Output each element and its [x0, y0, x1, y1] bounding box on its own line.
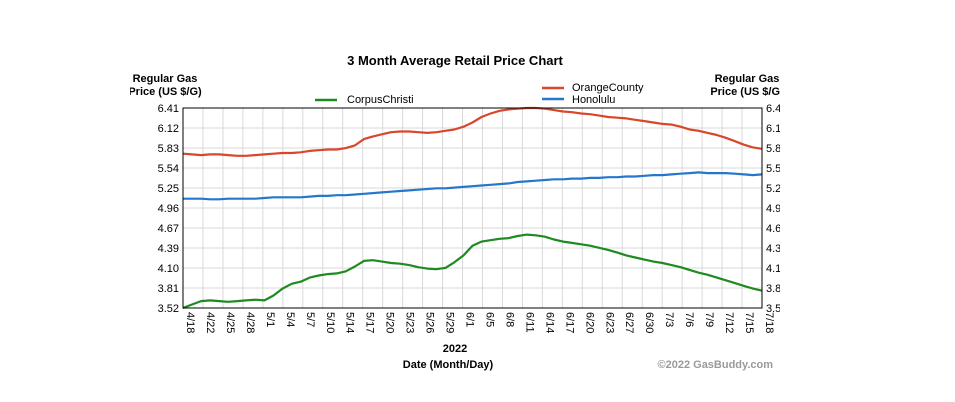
y-axis-right: 3.52 3.81 4.10 4.39 4.67 4.96 5.25 5.54 5.83 6.12… [766, 103, 780, 315]
x-tick-label: 5/17 [364, 312, 376, 333]
x-tick-label: 7/18 [763, 312, 775, 333]
x-tick-label: 5/14 [344, 312, 356, 333]
y-tick-label-right: 4.96 [766, 203, 780, 215]
x-tick-label: 5/29 [444, 312, 456, 333]
y-tick-label-left: 6.41 [158, 103, 179, 115]
x-tick-label: 6/27 [623, 312, 635, 333]
x-axis-label: Date (Month/Day) [403, 359, 494, 371]
y-tick-label-right: 5.54 [766, 163, 780, 175]
right-axis-label-line1: Regular Gas [715, 73, 780, 85]
x-tick-label: 5/7 [304, 312, 316, 327]
x-tick-label: 4/25 [224, 312, 236, 333]
x-tick-label: 7/9 [703, 312, 715, 327]
x-tick-label: 4/28 [244, 312, 256, 333]
copyright-text: ©2022 GasBuddy.com [658, 359, 774, 371]
y-tick-label-right: 5.25 [766, 183, 780, 195]
y-tick-label-left: 5.83 [158, 143, 179, 155]
plot-frame [182, 107, 763, 309]
y-tick-label-right: 6.41 [766, 103, 780, 115]
y-tick-label-right: 5.83 [766, 143, 780, 155]
year-label: 2022 [443, 343, 467, 355]
right-axis-label-line2: Price (US $/G) [710, 86, 780, 98]
x-tick-label: 7/12 [723, 312, 735, 333]
x-tick-label: 7/15 [743, 312, 755, 333]
x-tick-label: 5/1 [264, 312, 276, 327]
x-tick-label: 4/22 [204, 312, 216, 333]
x-tick-label: 6/14 [543, 312, 555, 333]
y-tick-label-left: 4.67 [158, 223, 179, 235]
y-tick-label-left: 4.39 [158, 243, 179, 255]
x-tick-label: 6/11 [523, 312, 535, 333]
x-tick-label: 5/10 [324, 312, 336, 333]
x-tick-label: 5/20 [384, 312, 396, 333]
x-tick-label: 6/23 [603, 312, 615, 333]
legend-label-orangecounty: OrangeCounty [572, 82, 644, 94]
y-tick-label-left: 4.96 [158, 203, 179, 215]
x-tick-label: 6/30 [643, 312, 655, 333]
y-tick-label-right: 6.12 [766, 123, 780, 135]
x-tick-label: 6/20 [583, 312, 595, 333]
y-tick-label-right: 4.10 [766, 263, 780, 275]
legend-honolulu: Honolulu [542, 94, 615, 106]
x-tick-label: 5/4 [284, 312, 296, 327]
y-tick-label-right: 3.52 [766, 303, 780, 315]
y-tick-label-left: 4.10 [158, 263, 179, 275]
x-tick-label: 6/8 [503, 312, 515, 327]
y-tick-label-right: 4.67 [766, 223, 780, 235]
series-line-honolulu [183, 171, 763, 201]
x-tick-label: 7/3 [663, 312, 675, 327]
y-axis-left: 3.52 3.81 4.10 4.39 4.67 4.96 5.25 5.54 5.83 6.12… [158, 103, 179, 315]
legend-label-corpuschristi: CorpusChristi [347, 94, 414, 106]
x-tick-label: 4/18 [184, 312, 196, 333]
series-line-corpuschristi [182, 233, 763, 310]
x-axis: 4/18 4/22 4/25 4/28 5/1 5/4 5/7 5/10 5/14 5/17 5/2… [184, 312, 775, 333]
left-axis-label-line1: Regular Gas [133, 73, 198, 85]
y-tick-label-left: 6.12 [158, 123, 179, 135]
x-tick-label: 6/1 [464, 312, 476, 327]
x-tick-label: 6/5 [483, 312, 495, 327]
x-tick-label: 7/6 [683, 312, 695, 327]
chart-container: 3 Month Average Retail Price Chart Regul… [130, 45, 780, 375]
legend-label-honolulu: Honolulu [572, 94, 615, 106]
series-line-orangecounty [182, 106, 763, 157]
x-tick-label: 6/17 [563, 312, 575, 333]
y-tick-label-left: 3.52 [158, 303, 179, 315]
y-tick-label-left: 3.81 [158, 283, 179, 295]
y-tick-label-right: 3.81 [766, 283, 780, 295]
x-tick-label: 5/23 [404, 312, 416, 333]
series-lines [182, 106, 763, 310]
price-chart: 3 Month Average Retail Price Chart Regul… [130, 53, 780, 371]
x-tick-label: 5/26 [424, 312, 436, 333]
y-tick-label-right: 4.39 [766, 243, 780, 255]
legend-corpuschristi: CorpusChristi [315, 94, 414, 106]
grid [182, 107, 763, 309]
y-tick-label-left: 5.54 [158, 163, 179, 175]
legend-orangecounty: OrangeCounty [542, 82, 644, 94]
chart-title: 3 Month Average Retail Price Chart [347, 53, 563, 68]
left-axis-label-line2: Price (US $/G) [130, 86, 202, 98]
y-tick-label-left: 5.25 [158, 183, 179, 195]
